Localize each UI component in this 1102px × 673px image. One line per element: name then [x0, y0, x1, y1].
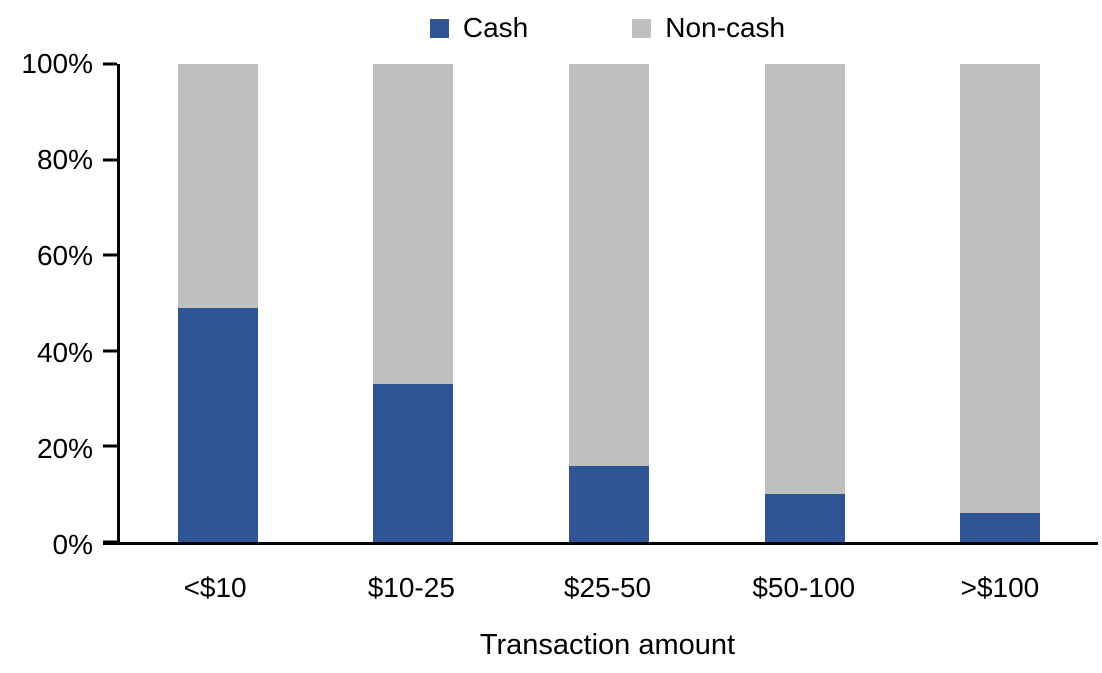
- bar-50-100: [764, 64, 845, 542]
- x-tick-label-100: >$100: [960, 572, 1040, 603]
- y-tick-mark-80: [103, 158, 117, 162]
- segment-cash-25-50: [568, 465, 649, 542]
- y-tick-label-80: 80%: [36, 144, 93, 176]
- bar-slot-100: [902, 64, 1098, 542]
- segment-non-cash-100: [960, 64, 1041, 514]
- y-tick-label-60: 60%: [36, 240, 93, 272]
- legend-item-cash: Cash: [429, 12, 529, 44]
- bar-series-container: [120, 64, 1098, 542]
- plot-area: [103, 62, 1098, 545]
- bar-10: [177, 64, 258, 542]
- chart-legend: Cash Non-cash: [117, 12, 1098, 44]
- segment-non-cash-10-25: [373, 64, 454, 385]
- y-tick-label-100: 100%: [21, 48, 93, 79]
- segment-non-cash-25-50: [568, 64, 649, 466]
- y-tick-label-20: 20%: [36, 432, 93, 464]
- y-tick-mark-20: [103, 444, 117, 448]
- segment-cash-10-25: [373, 384, 454, 542]
- bar-slot-10: [120, 64, 316, 542]
- legend-label-non-cash: Non-cash: [665, 12, 786, 43]
- y-tick-mark-100: [103, 62, 117, 66]
- x-axis-baseline-extension: [103, 542, 120, 545]
- segment-non-cash-50-100: [764, 64, 845, 495]
- y-tick-mark-40: [103, 349, 117, 353]
- bar-slot-50-100: [707, 64, 903, 542]
- x-tick-label-10-25: $10-25: [367, 572, 455, 603]
- x-tick-label-25-50: $25-50: [563, 572, 652, 603]
- segment-non-cash-10: [177, 64, 258, 308]
- legend-swatch-cash: [429, 18, 449, 38]
- bar-slot-25-50: [511, 64, 707, 542]
- legend-label-cash: Cash: [462, 12, 529, 43]
- x-axis-labels: <$10 $10-25 $25-50 $50-100 >$100: [117, 571, 1098, 605]
- bar-slot-10-25: [316, 64, 512, 542]
- y-axis-labels: 0% 20% 40% 60% 80% 100%: [0, 48, 117, 560]
- bar-25-50: [568, 64, 649, 542]
- segment-cash-100: [960, 513, 1041, 542]
- y-tick-label-0: 0%: [52, 529, 93, 560]
- segment-cash-10: [177, 307, 258, 542]
- y-tick-mark-60: [103, 253, 117, 257]
- segment-cash-50-100: [764, 494, 845, 542]
- x-axis-title: Transaction amount: [479, 629, 736, 661]
- y-tick-label-40: 40%: [36, 336, 93, 368]
- bar-10-25: [373, 64, 454, 542]
- legend-item-non-cash: Non-cash: [632, 12, 785, 44]
- x-tick-label-50-100: $50-100: [752, 572, 856, 603]
- bar-100: [960, 64, 1041, 542]
- x-tick-label-10: <$10: [183, 572, 247, 603]
- y-tick-mark-0: [103, 540, 117, 544]
- legend-swatch-non-cash: [632, 18, 652, 38]
